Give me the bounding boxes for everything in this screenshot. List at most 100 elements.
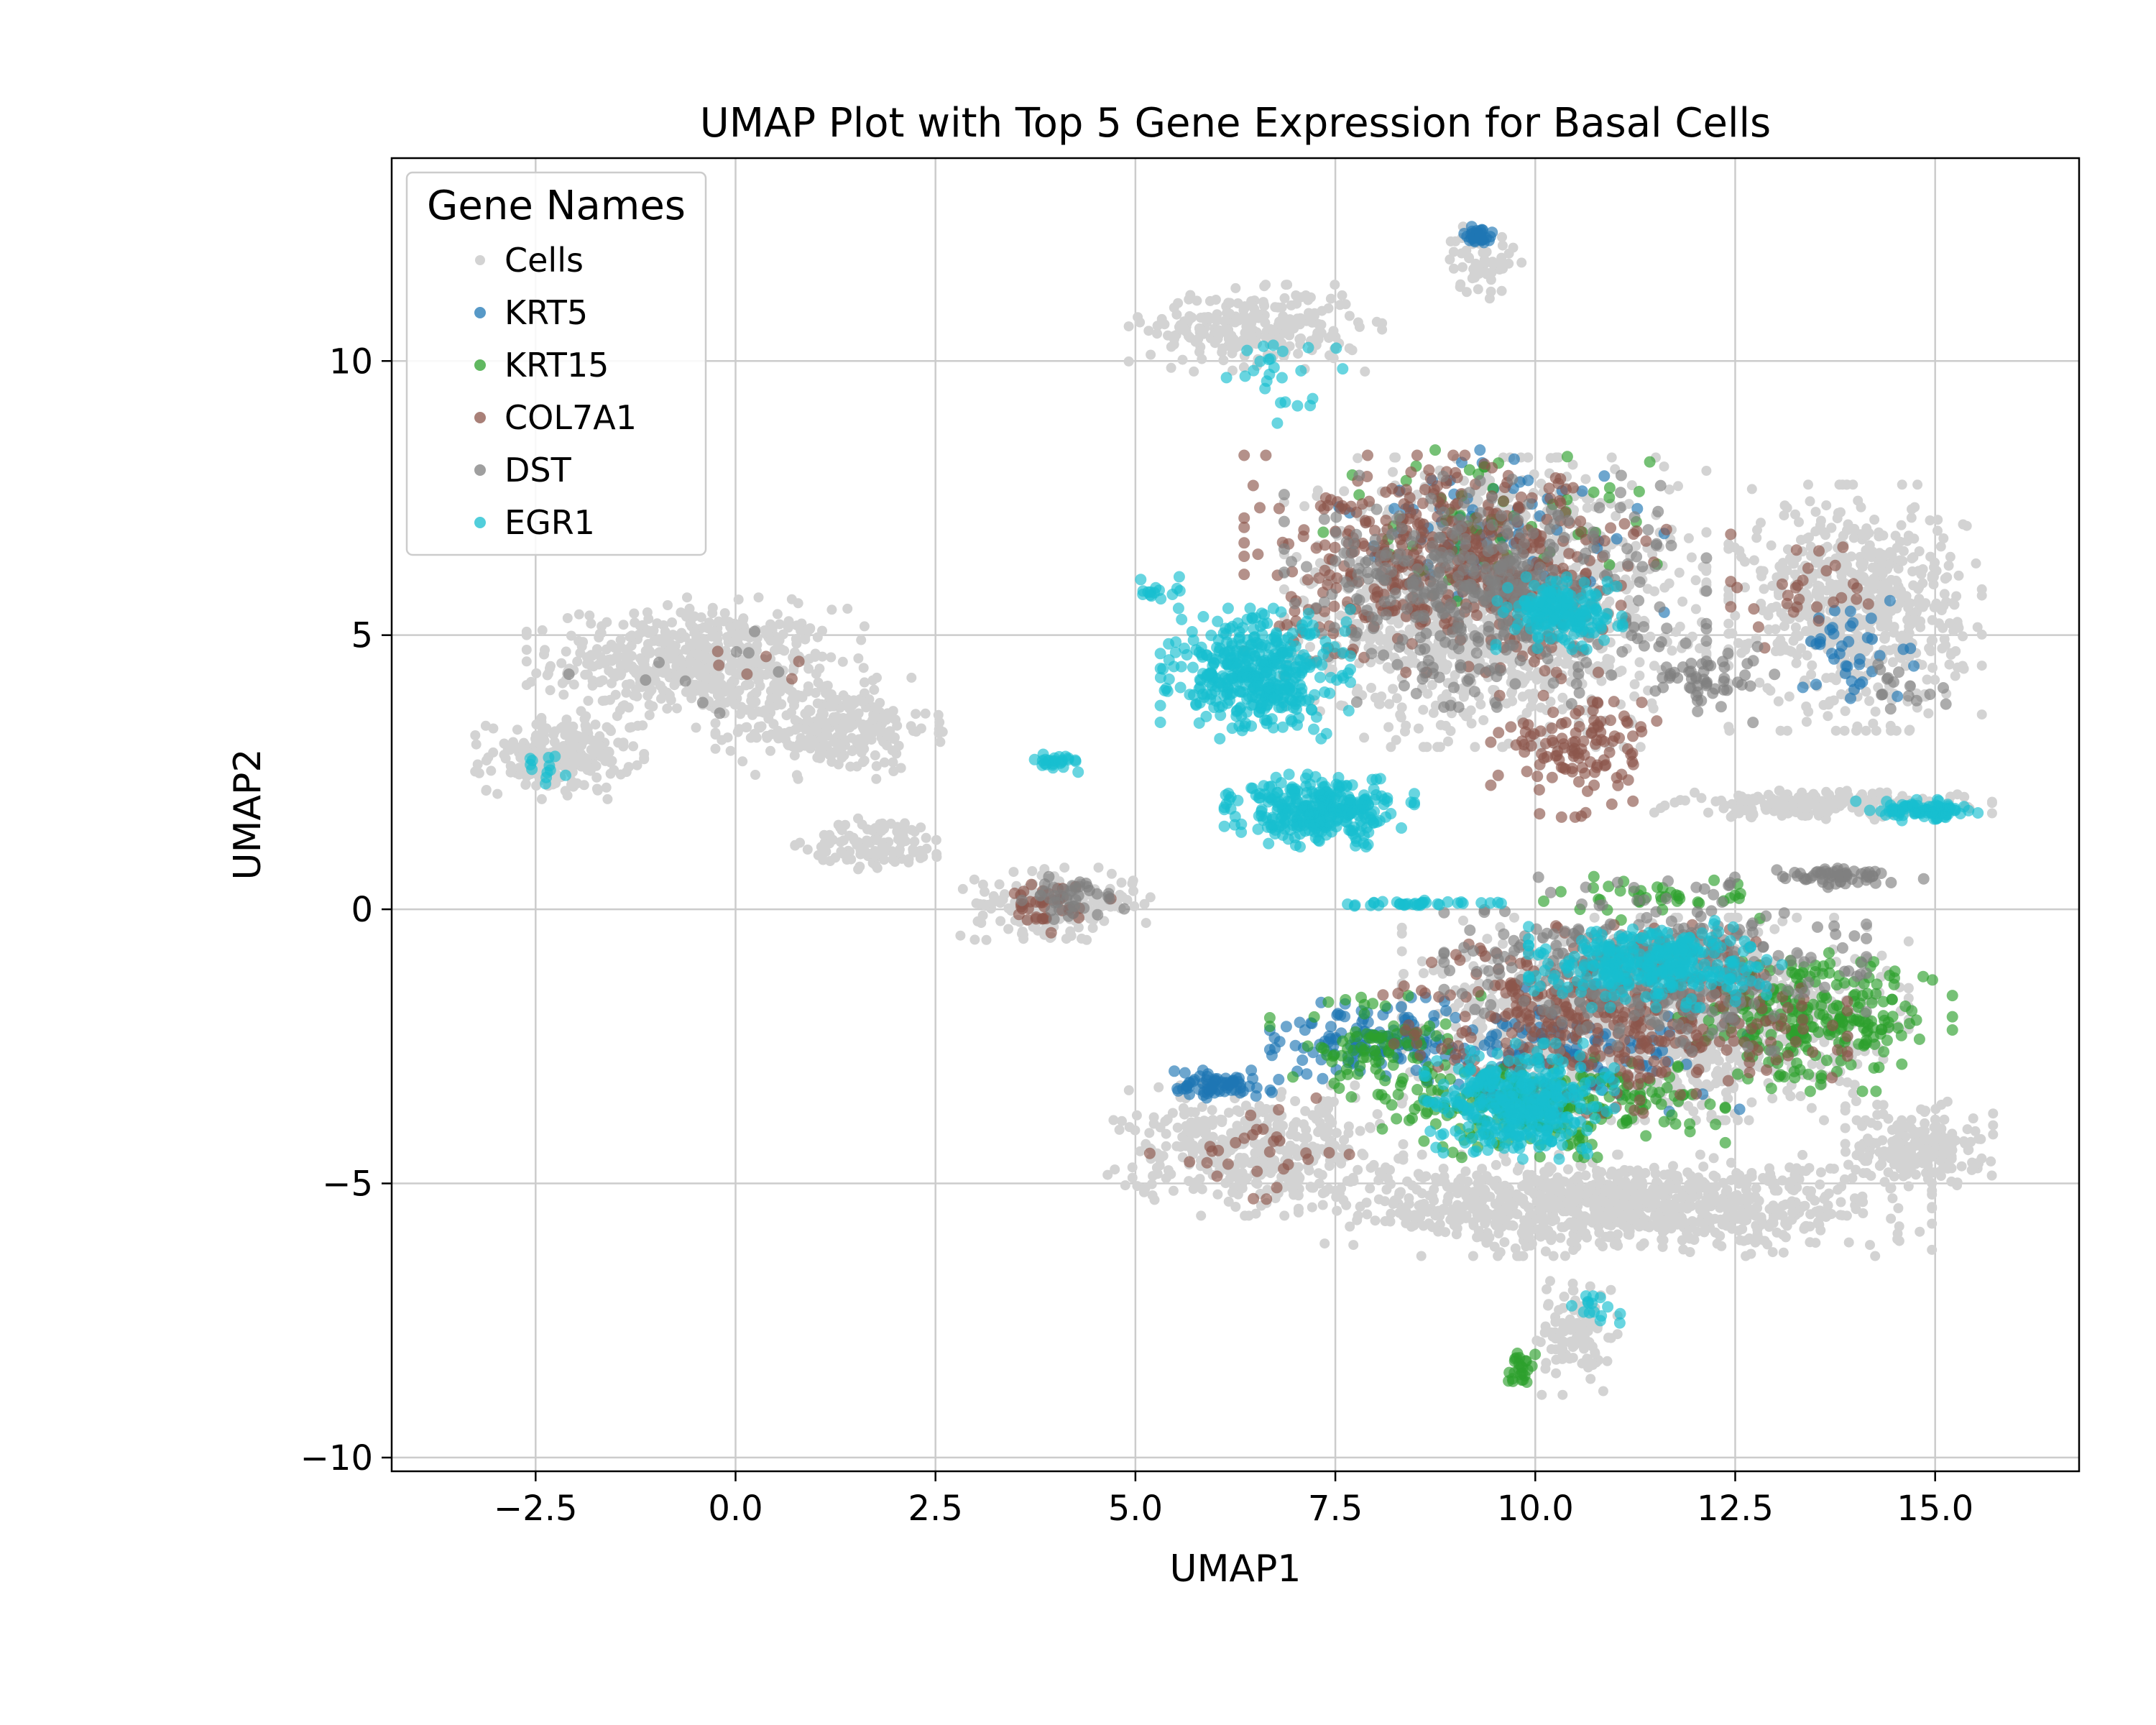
data-point (858, 663, 869, 673)
data-point (662, 703, 673, 714)
data-point (908, 847, 918, 857)
data-point (627, 630, 637, 641)
data-point (1374, 699, 1385, 709)
data-point (526, 676, 536, 687)
data-point (1383, 722, 1394, 732)
data-point (663, 600, 673, 610)
data-point (1519, 675, 1530, 686)
data-point (1377, 324, 1388, 335)
data-point (1171, 309, 1182, 320)
data-point (1860, 794, 1871, 805)
data-point (514, 763, 525, 773)
data-point (644, 699, 655, 710)
data-point (1825, 696, 1835, 707)
data-point (591, 783, 602, 794)
data-point (521, 656, 532, 667)
data-point (1908, 580, 1919, 591)
data-point (1299, 501, 1310, 512)
data-point (1690, 787, 1700, 798)
data-point (1634, 657, 1645, 668)
data-point (1526, 702, 1537, 712)
data-point (1766, 602, 1777, 613)
data-point (1894, 589, 1904, 600)
data-point (591, 760, 602, 771)
data-point (1093, 862, 1104, 873)
data-point (1503, 258, 1514, 269)
data-point (872, 672, 882, 683)
data-point (707, 608, 718, 619)
data-point (515, 753, 526, 763)
data-point (481, 786, 492, 796)
data-point (1448, 263, 1459, 274)
data-point (678, 666, 689, 677)
data-point (733, 594, 744, 605)
data-point (1396, 946, 1407, 957)
data-point (1061, 934, 1072, 944)
data-point (1388, 466, 1398, 477)
data-point (1659, 582, 1670, 593)
data-point (1951, 591, 1962, 602)
data-point (1303, 295, 1314, 305)
data-point (1686, 552, 1697, 563)
data-point (888, 706, 898, 717)
data-point (977, 879, 988, 890)
data-point (826, 652, 837, 663)
data-point (1649, 661, 1659, 671)
data-point (1971, 558, 1981, 569)
data-point (684, 603, 695, 614)
data-point (1473, 265, 1484, 276)
data-point (895, 763, 906, 773)
data-point (1952, 789, 1963, 800)
data-point (1434, 742, 1445, 753)
data-point (995, 916, 1006, 926)
data-point (879, 757, 890, 768)
data-point (558, 722, 568, 732)
data-point (1986, 798, 1997, 809)
data-point (1516, 257, 1527, 268)
data-point (737, 756, 748, 767)
data-point (1606, 452, 1617, 463)
data-point (572, 656, 583, 667)
data-point (1197, 354, 1207, 364)
data-point (1976, 709, 1987, 720)
scatter-points (470, 221, 1999, 1400)
data-point (1116, 878, 1127, 888)
data-point (586, 735, 596, 745)
data-point (600, 695, 610, 706)
data-point (1889, 622, 1899, 632)
data-point (1909, 533, 1920, 544)
data-point (1949, 599, 1960, 610)
data-point (774, 619, 785, 630)
data-point (1458, 915, 1468, 926)
data-point (587, 676, 598, 686)
data-point (1810, 526, 1821, 537)
data-point (838, 835, 849, 846)
data-point (1418, 968, 1429, 978)
data-point (1932, 515, 1943, 525)
data-point (602, 722, 612, 732)
data-point (813, 677, 824, 688)
data-point (1716, 795, 1726, 806)
data-point (1669, 797, 1680, 808)
data-point (751, 687, 761, 698)
data-point (796, 625, 806, 636)
data-point (1792, 912, 1802, 923)
data-point (1396, 922, 1407, 933)
data-point (1782, 502, 1792, 513)
data-point (1217, 343, 1228, 354)
data-point (1950, 671, 1961, 681)
data-point (857, 696, 867, 707)
data-point (1900, 632, 1911, 643)
data-point (757, 659, 768, 670)
data-point (1478, 715, 1489, 725)
data-point (606, 640, 617, 650)
data-point (594, 659, 604, 670)
data-point (1082, 934, 1092, 945)
data-point (1734, 546, 1745, 556)
data-point (872, 862, 883, 873)
data-point (1925, 646, 1936, 656)
data-point (937, 727, 948, 737)
data-point (628, 741, 639, 752)
data-point (892, 827, 903, 837)
data-point (579, 780, 589, 791)
